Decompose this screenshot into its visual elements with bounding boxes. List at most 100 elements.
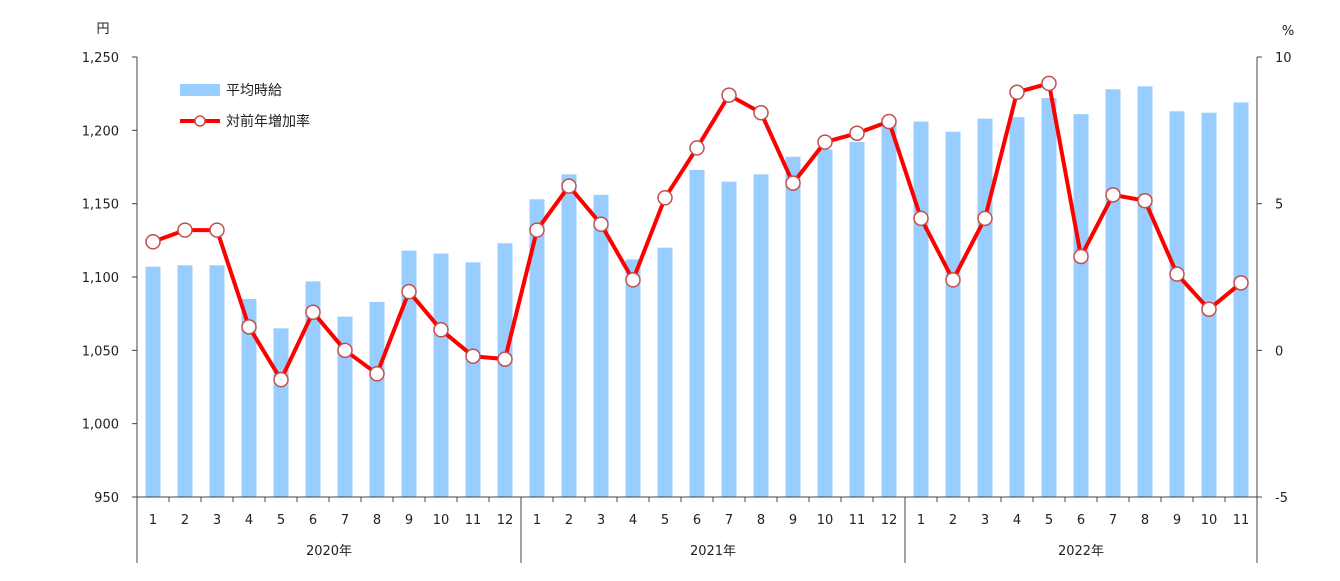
bar [625,259,641,497]
bar [785,156,801,497]
growth-rate-point [273,371,289,388]
month-label: 8 [373,513,381,528]
year-label: 2020年 [306,544,352,559]
bar [849,142,865,498]
growth-rate-point [497,351,513,367]
month-label: 12 [881,513,898,528]
growth-rate-point [529,222,545,238]
growth-rate-point [1169,266,1185,282]
month-label: 9 [405,513,413,528]
growth-rate-point [881,113,897,130]
right-tick-label: 0 [1275,344,1283,359]
bar [337,316,353,497]
month-label: 1 [149,513,157,528]
bar [817,149,833,497]
month-label: 7 [341,513,349,528]
left-tick-label: 1,150 [82,198,119,213]
growth-rate-point [785,175,801,191]
growth-rate-point [241,319,257,335]
month-label: 5 [277,513,285,528]
growth-rate-point [337,342,353,359]
bar [273,328,289,497]
bar [145,266,161,497]
bar [689,169,705,497]
bar [1073,114,1089,497]
right-tick-label: 10 [1275,51,1292,66]
month-label: 2 [181,513,189,528]
bar [497,243,513,497]
month-label: 2 [565,513,573,528]
x-axis-labels: 1 2 3 4 5 6 7 8 9 10 11 12 1 2 3 4 5 6 7 8 9 10 11 12 1 2 3 4 5 6 7 8 9 1… [149,513,1249,559]
month-label: 1 [917,513,925,528]
right-tick-label: 5 [1275,198,1283,213]
month-label: 7 [725,513,733,528]
month-label: 8 [1141,513,1149,528]
bar [241,299,257,497]
growth-rate-point [369,366,385,382]
month-label: 6 [693,513,701,528]
month-label: 7 [1109,513,1117,528]
growth-rate-point [657,190,673,206]
month-label: 3 [597,513,605,528]
month-label: 2 [949,513,957,528]
month-label: 4 [629,513,637,528]
left-tick-label: 1,050 [82,344,119,359]
growth-rate-point [817,134,833,150]
legend: 平均時給 対前年増加率 [180,83,310,130]
growth-rate-point [1201,301,1217,318]
year-label: 2022年 [1058,544,1104,559]
growth-rate-point [977,210,993,227]
bar [657,247,673,497]
bar-series [145,86,1249,498]
bar [369,301,385,497]
bar [305,281,321,497]
growth-rate-point [753,104,769,121]
growth-rate-point [1233,275,1249,291]
growth-rate-point [1137,192,1153,209]
month-label: 4 [245,513,253,528]
month-label: 1 [533,513,541,528]
bar [1105,89,1121,498]
left-tick-label: 1,250 [82,51,119,66]
bar [401,250,417,497]
growth-rate-point [561,178,577,194]
bar [945,131,961,498]
left-axis-unit: 円 [96,22,109,37]
line-series [145,75,1249,388]
growth-rate-point [433,322,449,338]
month-label: 3 [981,513,989,528]
legend-bar-swatch [180,84,220,96]
growth-rate-point [721,87,737,103]
legend-line-label: 対前年増加率 [226,113,310,130]
bar [913,121,929,498]
year-label: 2021年 [690,544,736,559]
bar [561,174,577,498]
bar [881,120,897,498]
growth-rate-point [401,283,417,300]
month-label: 8 [757,513,765,528]
month-label: 5 [661,513,669,528]
bar [529,199,545,497]
left-tick-label: 1,000 [82,418,119,433]
growth-rate-point [305,304,321,320]
growth-rate-point [849,125,865,142]
month-label: 4 [1013,513,1021,528]
axes [136,57,1258,563]
bar [209,265,225,497]
legend-line-marker [194,115,206,127]
month-label: 6 [309,513,317,528]
month-label: 9 [789,513,797,528]
left-tick-label: 1,100 [82,271,119,286]
growth-rate-point [1073,248,1089,265]
bar [1009,117,1025,497]
left-tick-label: 1,200 [82,124,119,139]
bar [1041,98,1057,498]
bar [465,262,481,497]
bar [721,181,737,497]
month-label: 10 [817,513,834,528]
bar [1233,102,1249,497]
month-label: 10 [1201,513,1218,528]
growth-rate-point [177,222,193,238]
growth-rate-point [145,234,161,250]
